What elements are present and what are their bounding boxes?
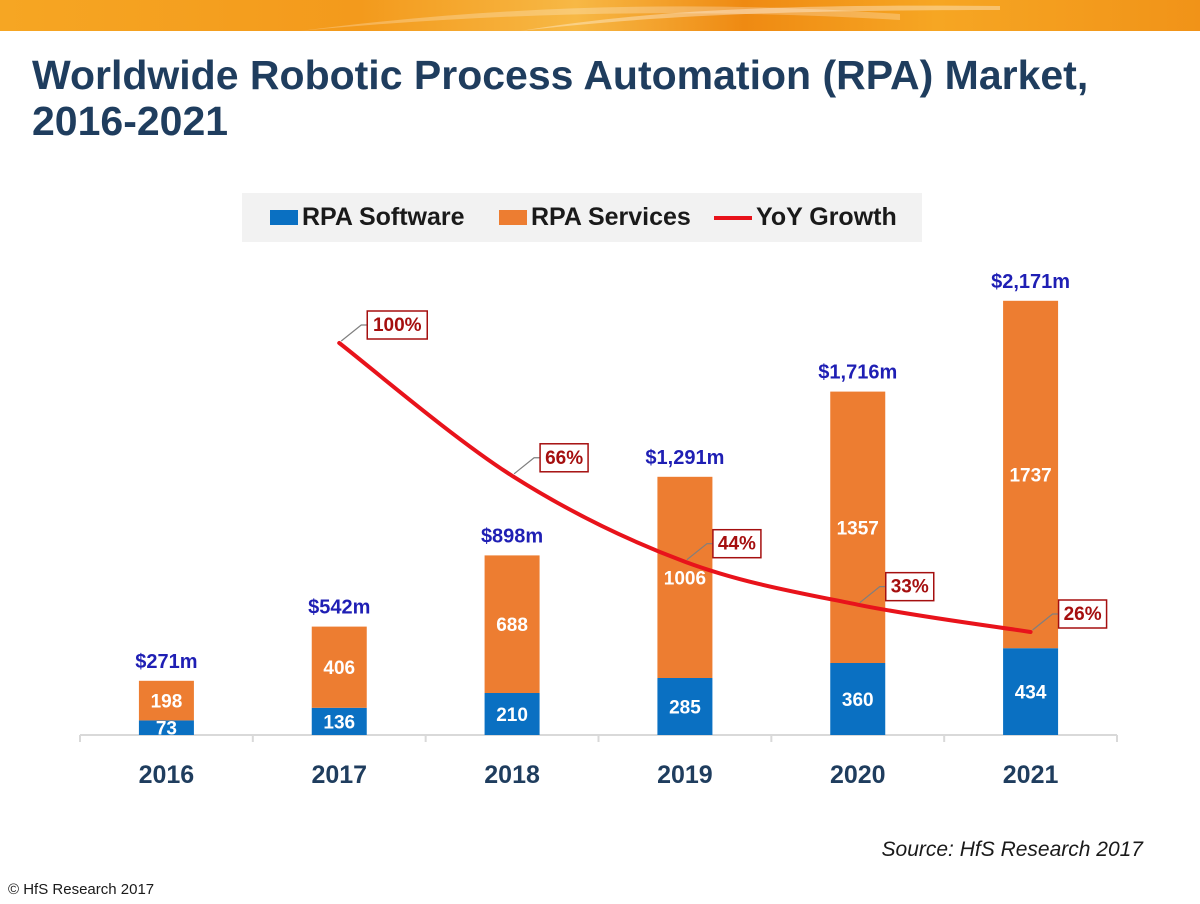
legend-label-growth: YoY Growth — [756, 203, 897, 231]
bar-software-2017 — [311, 707, 367, 735]
growth-callout-box-2020 — [885, 571, 935, 602]
bar-software-2021 — [1003, 648, 1059, 735]
growth-callout-leader-2018 — [513, 457, 541, 475]
growth-callout-leader-2021 — [1032, 613, 1059, 631]
data-label-services-2019: 1006 — [664, 568, 706, 589]
total-label-2017: $542m — [308, 597, 370, 619]
bar-services-2019 — [657, 476, 713, 678]
data-label-services-2016: 198 — [151, 692, 183, 713]
header-banner — [0, 0, 1200, 31]
total-label-2019: $1,291m — [645, 447, 724, 469]
data-label-services-2020: 1357 — [837, 518, 879, 539]
data-label-services-2018: 688 — [496, 615, 528, 636]
bar-services-2016 — [138, 680, 194, 721]
growth-label-2020: 33% — [891, 577, 929, 598]
growth-line — [337, 341, 1033, 634]
copyright-note: © HfS Research 2017 — [8, 881, 155, 898]
x-tick-label-2017: 2017 — [311, 761, 367, 789]
x-tick-label-2020: 2020 — [830, 761, 886, 789]
total-label-2021: $2,171m — [991, 271, 1070, 293]
bar-software-2020 — [830, 663, 886, 735]
data-label-software-2017: 136 — [323, 712, 355, 733]
data-label-services-2021: 1737 — [1009, 466, 1051, 487]
source-note: Source: HfS Research 2017 — [881, 838, 1143, 861]
growth-callout-box-2018 — [539, 443, 589, 473]
growth-callout-box-2019 — [712, 528, 762, 559]
growth-label-2017: 100% — [373, 315, 422, 336]
growth-callout-box-2021 — [1057, 599, 1108, 629]
bar-software-2019 — [657, 678, 713, 735]
data-label-software-2021: 434 — [1015, 683, 1047, 704]
bar-software-2016 — [138, 720, 194, 735]
legend-item-services: RPA Services — [499, 193, 691, 242]
data-label-services-2017: 406 — [323, 658, 355, 679]
legend-swatch-software — [270, 210, 298, 225]
data-label-software-2020: 360 — [842, 690, 874, 711]
bar-services-2018 — [484, 555, 540, 693]
x-tick-label-2018: 2018 — [484, 761, 540, 789]
banner-decoration — [300, 5, 1000, 31]
legend-item-software: RPA Software — [270, 193, 465, 242]
total-label-2016: $271m — [135, 651, 197, 673]
total-label-2020: $1,716m — [818, 362, 897, 384]
bar-services-2021 — [1003, 300, 1059, 649]
legend-swatch-services — [499, 210, 527, 225]
chart-legend: RPA Software RPA Services YoY Growth — [242, 193, 922, 242]
growth-callout-leader-2019 — [686, 543, 713, 561]
bar-services-2017 — [311, 626, 367, 708]
x-tick-label-2019: 2019 — [657, 761, 713, 789]
data-label-software-2019: 285 — [669, 698, 701, 719]
growth-callout-leader-2020 — [859, 586, 886, 604]
bar-software-2018 — [484, 693, 540, 735]
data-label-software-2016: 73 — [156, 719, 177, 740]
bar-services-2020 — [830, 391, 886, 663]
legend-line-growth — [714, 215, 752, 220]
growth-label-2019: 44% — [718, 534, 756, 555]
total-label-2018: $898m — [481, 525, 543, 547]
growth-callout-leader-2017 — [340, 324, 368, 342]
x-tick-label-2016: 2016 — [139, 761, 195, 789]
page-title: Worldwide Robotic Process Automation (RP… — [32, 52, 1089, 144]
data-label-software-2018: 210 — [496, 705, 528, 726]
growth-label-2021: 26% — [1064, 604, 1102, 625]
legend-label-services: RPA Services — [531, 203, 691, 231]
x-tick-label-2021: 2021 — [1003, 761, 1059, 789]
legend-item-growth: YoY Growth — [714, 193, 897, 242]
growth-label-2018: 66% — [545, 448, 583, 469]
legend-label-software: RPA Software — [302, 203, 465, 231]
growth-callout-box-2017 — [366, 310, 428, 340]
